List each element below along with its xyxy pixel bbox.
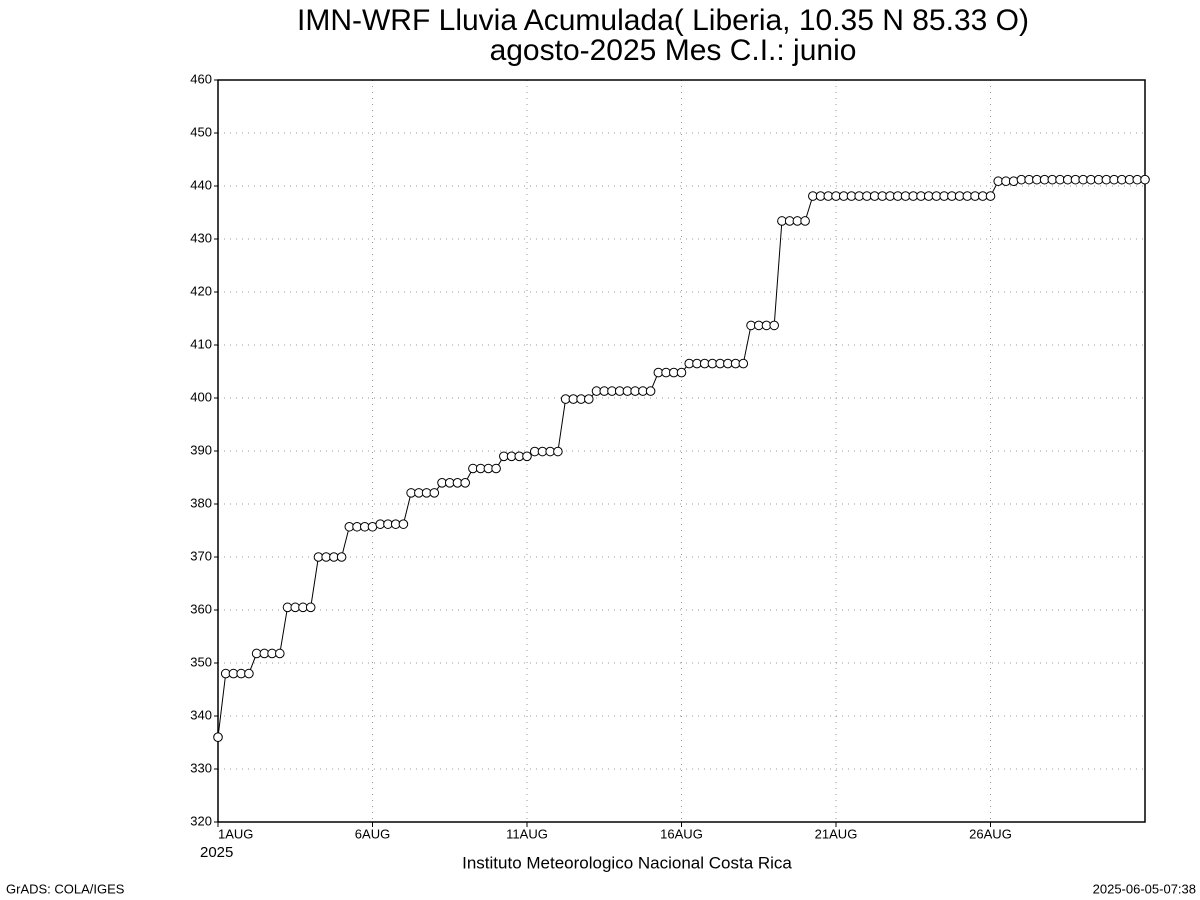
year-label: 2025 <box>200 844 233 861</box>
y-tick-label: 380 <box>190 495 212 510</box>
data-point <box>213 732 223 743</box>
data-point <box>1140 174 1150 185</box>
data-point <box>769 320 780 331</box>
data-point <box>305 602 316 613</box>
y-tick-label: 330 <box>190 760 212 775</box>
y-tick-label: 400 <box>190 389 212 404</box>
x-tick-label: 21AUG <box>815 826 858 841</box>
data-point <box>275 648 285 659</box>
chart-subtitle: agosto-2025 Mes C.I.: junio <box>490 34 857 67</box>
y-tick-label: 410 <box>190 336 212 351</box>
data-point <box>398 519 409 529</box>
data-point <box>738 358 749 369</box>
x-tick-label: 1AUG <box>218 826 253 841</box>
data-point <box>1008 176 1019 187</box>
data-point <box>336 552 347 562</box>
data-point <box>985 191 996 201</box>
data-point <box>491 463 501 474</box>
y-tick-label: 460 <box>190 71 212 86</box>
x-tick-label: 26AUG <box>969 826 1012 841</box>
y-tick-label: 340 <box>190 707 212 722</box>
data-point <box>522 451 532 462</box>
y-tick-label: 420 <box>190 283 212 298</box>
data-point <box>553 446 563 457</box>
y-tick-label: 320 <box>190 813 212 828</box>
data-point <box>676 367 687 378</box>
y-tick-label: 350 <box>190 654 212 669</box>
y-tick-label: 440 <box>190 177 212 192</box>
x-tick-label: 16AUG <box>660 826 703 841</box>
data-point <box>244 668 254 679</box>
x-tick-label: 11AUG <box>506 826 548 841</box>
data-point <box>460 478 471 488</box>
data-point <box>429 488 440 498</box>
chart-title: IMN-WRF Lluvia Acumulada( Liberia, 10.35… <box>297 4 1029 37</box>
y-tick-label: 430 <box>190 230 212 245</box>
y-tick-label: 390 <box>190 442 212 457</box>
y-tick-label: 360 <box>190 601 212 616</box>
x-axis-label: Instituto Meteorologico Nacional Costa R… <box>462 853 792 872</box>
footer-left: GrADS: COLA/IGES <box>6 881 125 896</box>
y-tick-label: 370 <box>190 548 212 563</box>
x-tick-label: 6AUG <box>355 826 390 841</box>
data-point <box>645 386 656 396</box>
data-point <box>800 216 810 226</box>
footer-right: 2025-06-05-07:38 <box>1093 881 1196 896</box>
plot-frame <box>217 79 1146 823</box>
data-point <box>584 394 594 404</box>
y-tick-label: 450 <box>190 124 212 139</box>
